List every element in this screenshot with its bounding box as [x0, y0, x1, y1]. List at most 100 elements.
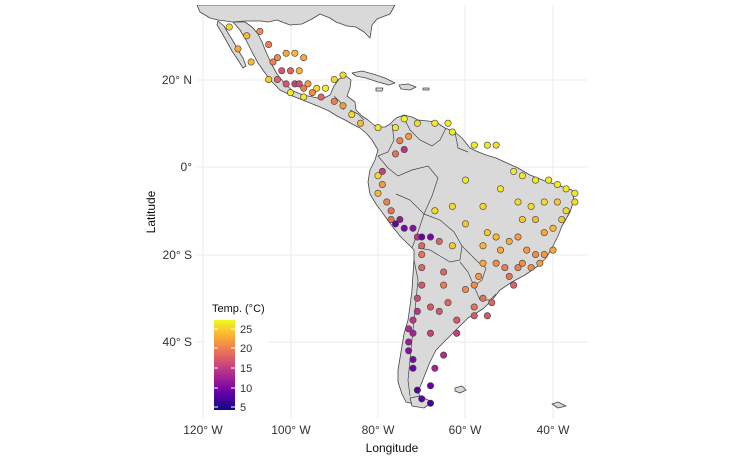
station-point [295, 80, 303, 88]
x-axis-ticks: 120° W 100° W 80° W 60° W 40° W [183, 423, 570, 437]
station-point [413, 119, 421, 127]
land-masses [197, 5, 575, 409]
station-point [440, 351, 448, 359]
station-point [562, 185, 570, 193]
station-point [405, 132, 413, 140]
station-point [514, 233, 522, 241]
station-point [426, 303, 434, 311]
station-point [409, 224, 417, 232]
station-point [409, 355, 417, 363]
land-mainland [232, 21, 575, 405]
station-point [444, 119, 452, 127]
land-usa [197, 5, 396, 39]
x-tick-60w: 60° W [449, 423, 482, 437]
station-point [426, 233, 434, 241]
station-point [431, 364, 439, 372]
station-point [479, 294, 487, 302]
station-point [426, 382, 434, 390]
station-point [479, 202, 487, 210]
station-point [527, 202, 535, 210]
station-point [435, 237, 443, 245]
legend-label-25: 25 [240, 324, 252, 336]
station-point [523, 246, 531, 254]
station-point [470, 312, 478, 320]
station-point [488, 299, 496, 307]
station-point [409, 316, 417, 324]
station-point [518, 172, 526, 180]
station-point [483, 229, 491, 237]
station-point [356, 119, 364, 127]
legend-title: Temp. (°C) [212, 303, 265, 315]
station-point [531, 176, 539, 184]
station-point [321, 84, 329, 92]
station-point [435, 307, 443, 315]
station-point [330, 76, 338, 84]
station-point [540, 198, 548, 206]
land-puerto-rico [422, 87, 430, 91]
station-point [282, 80, 290, 88]
station-point [396, 137, 404, 145]
land-cuba [351, 70, 396, 86]
station-point [418, 251, 426, 259]
legend-ticks [214, 328, 235, 408]
land-baja [216, 20, 247, 69]
legend-label-15: 15 [240, 363, 252, 375]
station-point [431, 207, 439, 215]
x-tick-80w: 80° W [362, 423, 395, 437]
station-point [265, 40, 273, 48]
y-tick-40s: 40° S [163, 335, 192, 349]
station-point [461, 285, 469, 293]
station-point [378, 181, 386, 189]
station-point [418, 264, 426, 272]
x-tick-120w: 120° W [183, 423, 223, 437]
station-point [540, 251, 548, 259]
station-point [400, 224, 408, 232]
land-jamaica [375, 87, 384, 92]
station-point [243, 32, 251, 40]
station-point [300, 54, 308, 62]
legend-label-5: 5 [240, 402, 246, 414]
station-point [391, 150, 399, 158]
station-point [444, 299, 452, 307]
station-point [418, 281, 426, 289]
station-point [483, 312, 491, 320]
station-point [396, 216, 404, 224]
station-point [448, 202, 456, 210]
station-point [492, 233, 500, 241]
station-point [426, 329, 434, 337]
station-point [273, 54, 281, 62]
y-axis-title: Latitude [144, 190, 158, 233]
station-point [400, 115, 408, 123]
station-point [518, 216, 526, 224]
station-point [317, 93, 325, 101]
station-point [265, 76, 273, 84]
legend-colorbar [214, 320, 235, 410]
station-point [339, 71, 347, 79]
station-point [405, 347, 413, 355]
station-point [256, 27, 264, 35]
station-point [514, 198, 522, 206]
station-point [418, 395, 426, 403]
station-point [531, 216, 539, 224]
station-point [440, 268, 448, 276]
station-point [448, 128, 456, 136]
station-point [562, 207, 570, 215]
station-point [536, 259, 544, 267]
station-point [510, 281, 518, 289]
station-point [475, 272, 483, 280]
land-falklands [454, 385, 467, 394]
station-point [510, 167, 518, 175]
station-point [234, 45, 242, 53]
station-point [501, 264, 509, 272]
legend-label-10: 10 [240, 383, 252, 395]
station-point [273, 76, 281, 84]
station-point [308, 89, 316, 97]
y-tick-20n: 20° N [162, 73, 192, 87]
station-point [496, 246, 504, 254]
station-point [330, 97, 338, 105]
station-point [505, 237, 513, 245]
x-tick-40w: 40° W [537, 423, 570, 437]
station-point [479, 259, 487, 267]
station-point [418, 233, 426, 241]
station-point [518, 259, 526, 267]
